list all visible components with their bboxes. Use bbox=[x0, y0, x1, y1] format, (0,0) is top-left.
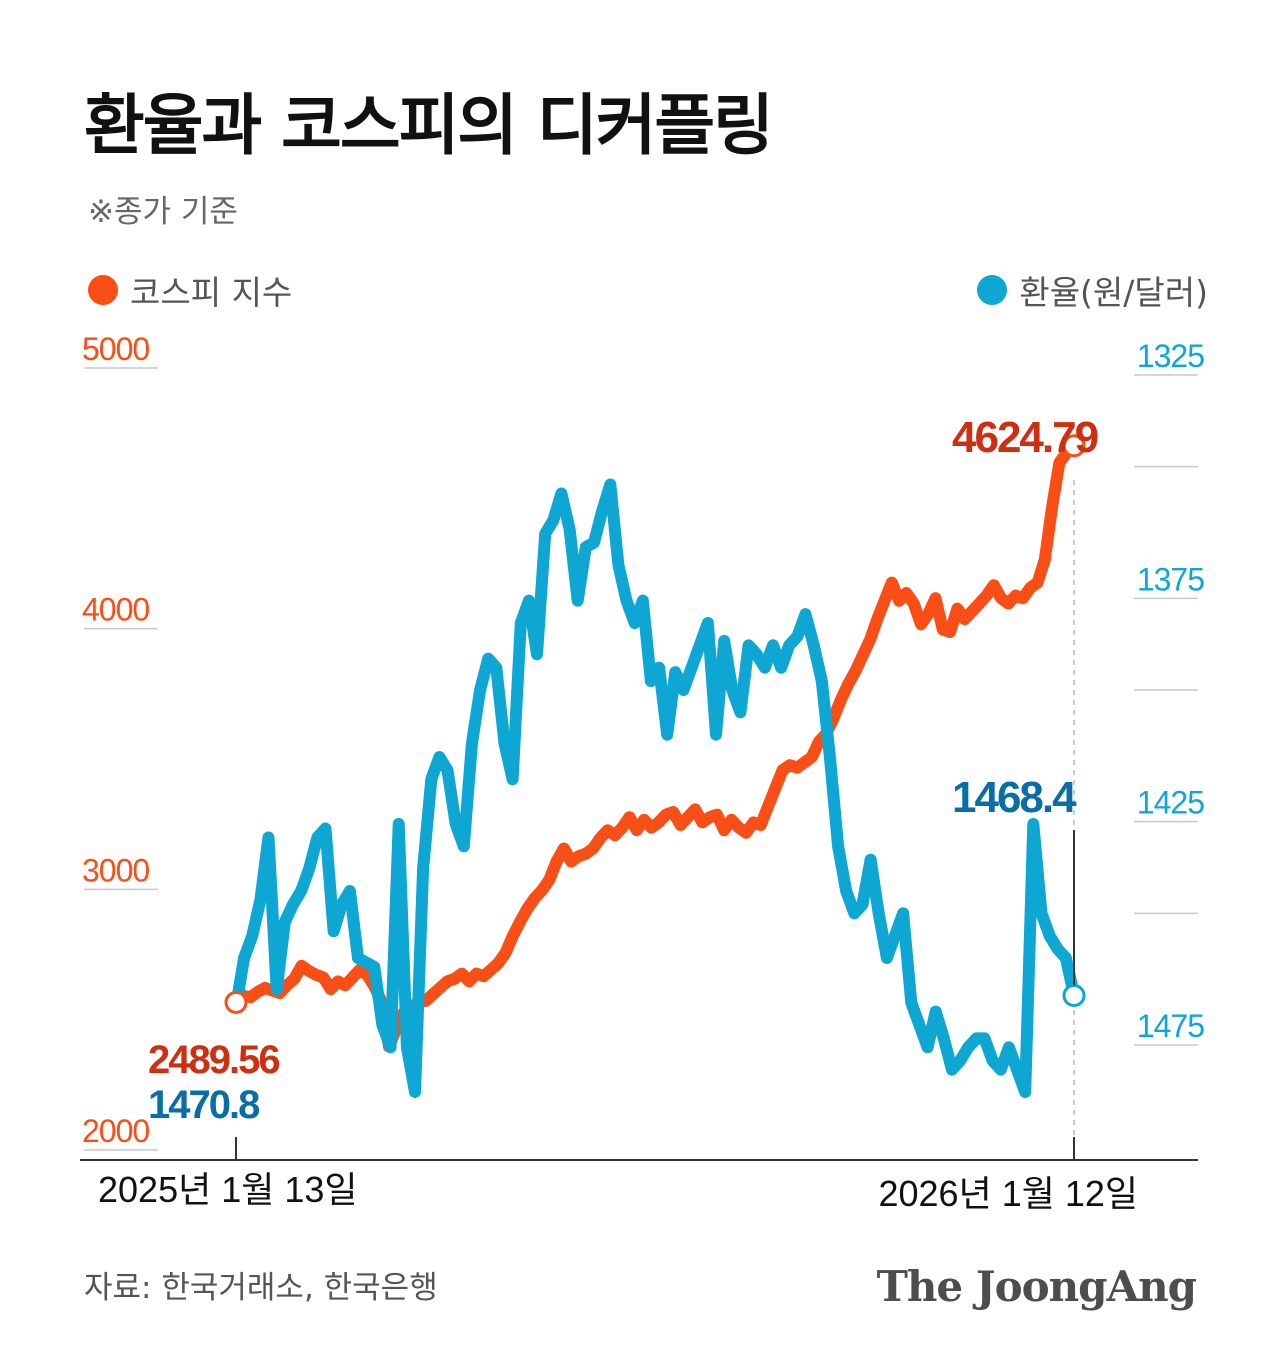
x-label-start: 2025년 1월 13일 bbox=[98, 1169, 358, 1210]
legend-fx: 환율(원/달러) bbox=[977, 266, 1208, 314]
source-note: 자료: 한국거래소, 한국은행 bbox=[84, 1270, 438, 1306]
fx-end-marker bbox=[1062, 984, 1086, 1008]
left-tick-label: 5000 bbox=[82, 331, 149, 367]
left-tick-label: 4000 bbox=[82, 592, 149, 628]
right-tick-label: 1425 bbox=[1137, 785, 1204, 821]
kospi-start-label: 2489.56 bbox=[148, 1038, 279, 1082]
kospi-start-marker bbox=[224, 990, 248, 1014]
left-tick-label: 3000 bbox=[82, 852, 149, 888]
legend-fx-label: 환율(원/달러) bbox=[1019, 273, 1208, 312]
legend-fx-swatch bbox=[977, 275, 1008, 305]
fx-start-label: 1470.8 bbox=[148, 1083, 260, 1127]
fx-line bbox=[230, 478, 1080, 1098]
fx-end-label: 1468.4 bbox=[952, 773, 1077, 822]
left-tick-label: 2000 bbox=[82, 1113, 149, 1149]
right-tick-label: 1325 bbox=[1137, 338, 1204, 374]
kospi-end-label: 4624.79 bbox=[952, 413, 1098, 462]
legend-kospi-swatch bbox=[88, 275, 118, 305]
kospi-end-marker bbox=[1062, 434, 1086, 458]
chart-title: 환율과 코스피의 디커플링 bbox=[84, 87, 774, 164]
brand-logo: The JoongAng bbox=[876, 1262, 1197, 1311]
right-tick-label: 1475 bbox=[1137, 1008, 1204, 1044]
x-label-end: 2026년 1월 12일 bbox=[878, 1173, 1138, 1214]
right-tick-label: 1375 bbox=[1137, 561, 1204, 597]
legend-kospi: 코스피 지수 bbox=[88, 266, 292, 314]
legend-kospi-label: 코스피 지수 bbox=[130, 273, 293, 312]
chart-subtitle: ※종가 기준 bbox=[88, 194, 238, 230]
